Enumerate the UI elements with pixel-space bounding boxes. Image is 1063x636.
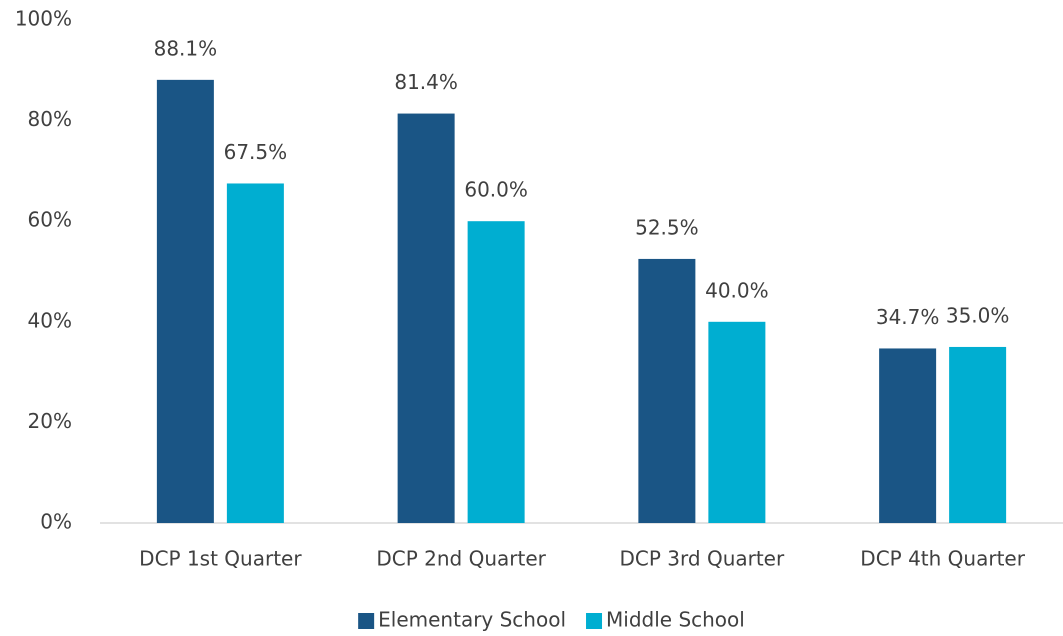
y-tick-label: 80% [28, 107, 72, 131]
y-tick-label: 40% [28, 308, 72, 332]
data-label: 34.7% [876, 305, 940, 329]
data-label: 88.1% [154, 36, 218, 60]
data-label: 67.5% [224, 140, 288, 164]
y-tick-label: 60% [28, 208, 72, 232]
x-tick-label: DCP 4th Quarter [860, 547, 1025, 571]
legend-swatch [358, 613, 375, 629]
data-label: 52.5% [635, 215, 699, 239]
legend-label: Elementary School [378, 608, 566, 632]
bar [156, 79, 214, 524]
bar [397, 113, 455, 524]
legend-swatch [586, 613, 603, 629]
data-label: 81.4% [394, 70, 458, 94]
y-tick-label: 20% [28, 409, 72, 433]
data-label: 40.0% [705, 278, 769, 302]
y-tick-label: 0% [40, 510, 72, 534]
bar [467, 221, 525, 523]
bar [226, 183, 284, 523]
y-tick-label: 100% [15, 7, 72, 31]
x-tick-label: DCP 1st Quarter [139, 547, 302, 571]
bar [949, 346, 1007, 523]
x-tick-label: DCP 2nd Quarter [376, 547, 546, 571]
data-label: 35.0% [946, 303, 1010, 327]
bar [638, 258, 696, 523]
data-label: 60.0% [464, 178, 528, 202]
legend-label: Middle School [606, 608, 745, 632]
bar [879, 348, 937, 523]
x-tick-label: DCP 3rd Quarter [620, 547, 785, 571]
bar [708, 321, 766, 523]
